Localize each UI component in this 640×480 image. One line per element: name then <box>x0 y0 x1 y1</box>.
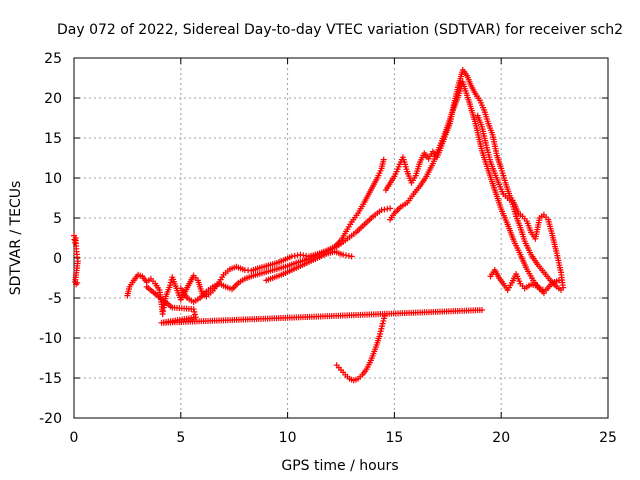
axis-tick-labels: 0 5 10 15 20 25 -20 -15 -10 -5 0 5 10 15 20 25 <box>39 51 617 446</box>
x-tick-label: 25 <box>599 430 617 446</box>
series-track-f <box>474 112 565 293</box>
y-tick-label: 25 <box>44 51 62 67</box>
chart-title: Day 072 of 2022, Sidereal Day-to-day VTE… <box>57 22 623 38</box>
x-tick-label: 0 <box>70 430 79 446</box>
y-tick-label: -20 <box>39 411 62 427</box>
y-tick-label: -10 <box>39 331 62 347</box>
series-track-e <box>387 79 562 293</box>
data-point <box>381 315 388 322</box>
series-track-a <box>124 156 387 317</box>
grid <box>74 58 608 418</box>
data-point <box>555 277 562 284</box>
y-axis-label: SDTVAR / TECUs <box>8 181 24 296</box>
x-tick-label: 20 <box>492 430 510 446</box>
x-tick-label: 5 <box>176 430 185 446</box>
data-point <box>190 306 197 313</box>
data-point <box>379 320 386 327</box>
series-outliers <box>143 283 485 326</box>
data-point <box>558 287 565 293</box>
x-axis-label: GPS time / hours <box>281 458 398 474</box>
data-point <box>478 307 485 313</box>
data-point <box>74 254 81 261</box>
y-tick-label: -5 <box>48 291 62 307</box>
y-tick-label: 15 <box>44 131 62 147</box>
y-tick-label: 10 <box>44 171 62 187</box>
data-point <box>74 279 81 286</box>
series-track-d <box>382 67 567 291</box>
data-point <box>192 311 199 318</box>
data-point <box>380 156 387 163</box>
series-start <box>71 232 81 288</box>
x-tick-label: 10 <box>279 430 297 446</box>
data-point <box>167 282 174 289</box>
series-track-h <box>333 312 388 384</box>
y-tick-label: -15 <box>39 371 62 387</box>
data-point <box>191 308 198 315</box>
series-track-g <box>487 267 547 297</box>
data-point <box>540 290 547 297</box>
x-tick-label: 15 <box>385 430 403 446</box>
y-tick-label: 0 <box>53 251 62 267</box>
series-track-b <box>177 205 394 305</box>
data-points <box>71 67 567 384</box>
data-point <box>348 253 355 260</box>
data-point <box>387 205 394 212</box>
data-point <box>380 317 387 324</box>
y-tick-label: 20 <box>44 91 62 107</box>
data-point <box>167 279 174 286</box>
y-tick-label: 5 <box>53 211 62 227</box>
series-track-c <box>263 248 355 284</box>
